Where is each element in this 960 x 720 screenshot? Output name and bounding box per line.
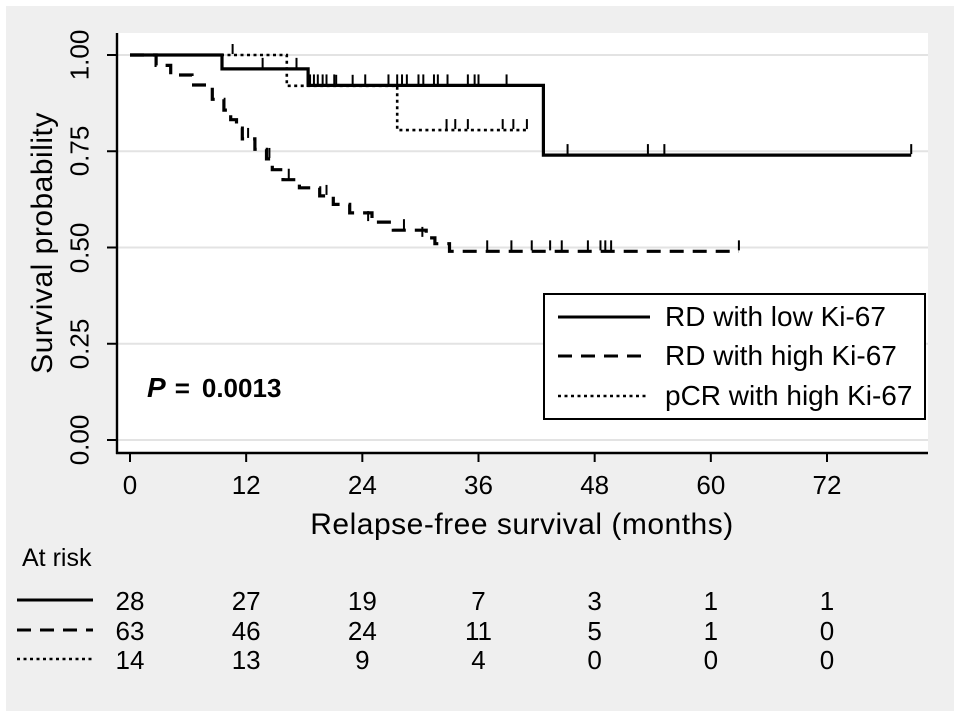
at-risk-count: 0: [819, 616, 835, 646]
x-tick-label-60: 60: [696, 470, 726, 500]
at-risk-count: 0: [819, 645, 835, 675]
series-curve-solid: [130, 53, 912, 157]
legend-box: RD with low Ki-67 RD with high Ki-67 pCR…: [543, 293, 926, 420]
at-risk-count: 1: [819, 586, 835, 616]
x-tick-label-72: 72: [812, 470, 842, 500]
at-risk-count: 14: [115, 645, 145, 675]
at-risk-count: 63: [115, 616, 145, 646]
y-tick-label-0.50: 0.50: [64, 222, 95, 273]
at-risk-count: 13: [231, 645, 261, 675]
at-risk-count: 0: [587, 645, 602, 675]
at-risk-count: 3: [587, 586, 602, 616]
at-risk-key-dotted-line: [17, 657, 93, 661]
at-risk-count: 19: [347, 586, 377, 616]
at-risk-count: 1: [703, 616, 719, 646]
legend-label: RD with low Ki-67: [665, 300, 886, 332]
at-risk-count: 24: [347, 616, 377, 646]
at-risk-count: 5: [587, 616, 602, 646]
p-value-label: P: [147, 372, 166, 403]
legend-label: pCR with high Ki-67: [665, 380, 913, 412]
legend-entry-rd-high: RD with high Ki-67: [545, 340, 924, 372]
at-risk-count: 27: [231, 586, 261, 616]
p-value-number: 0.0013: [201, 373, 282, 403]
y-tick-label-0.75: 0.75: [64, 125, 95, 177]
x-tick-label-0: 0: [122, 470, 138, 500]
at-risk-key-solid-line: [17, 598, 93, 602]
x-tick-label-48: 48: [580, 470, 610, 500]
at-risk-heading: At risk: [22, 544, 92, 572]
legend-key-solid-line: [558, 315, 650, 319]
series-curve-dashed: [130, 53, 739, 253]
y-axis-title: Survival probability: [26, 112, 59, 374]
y-tick-label-1.00: 1.00: [64, 29, 95, 81]
at-risk-count: 46: [231, 616, 261, 646]
legend-label: RD with high Ki-67: [665, 340, 897, 372]
legend-entry-pcr-high: pCR with high Ki-67: [545, 380, 924, 412]
x-tick-label-24: 24: [347, 470, 377, 500]
x-axis-title: Relapse-free survival (months): [310, 508, 734, 541]
x-tick-label-12: 12: [231, 470, 261, 500]
legend-entry-rd-low: RD with low Ki-67: [545, 301, 924, 333]
at-risk-count: 7: [471, 586, 486, 616]
y-tick-label-0.00: 0.00: [64, 414, 95, 466]
at-risk-count: 1: [703, 586, 719, 616]
at-risk-count: 4: [471, 645, 486, 675]
legend-key-dotted-line: [558, 394, 646, 398]
at-risk-count: 11: [465, 616, 492, 646]
at-risk-count: 9: [355, 645, 370, 675]
at-risk-count: 0: [703, 645, 719, 675]
y-tick-label-0.25: 0.25: [64, 318, 95, 370]
x-tick-label-36: 36: [464, 470, 493, 500]
at-risk-key-dashed-line: [17, 628, 93, 632]
p-value-operator: =: [174, 373, 190, 403]
legend-key-dashed-line: [558, 354, 646, 358]
p-value-annotation: P = 0.0013: [147, 372, 281, 404]
at-risk-count: 28: [115, 586, 145, 616]
